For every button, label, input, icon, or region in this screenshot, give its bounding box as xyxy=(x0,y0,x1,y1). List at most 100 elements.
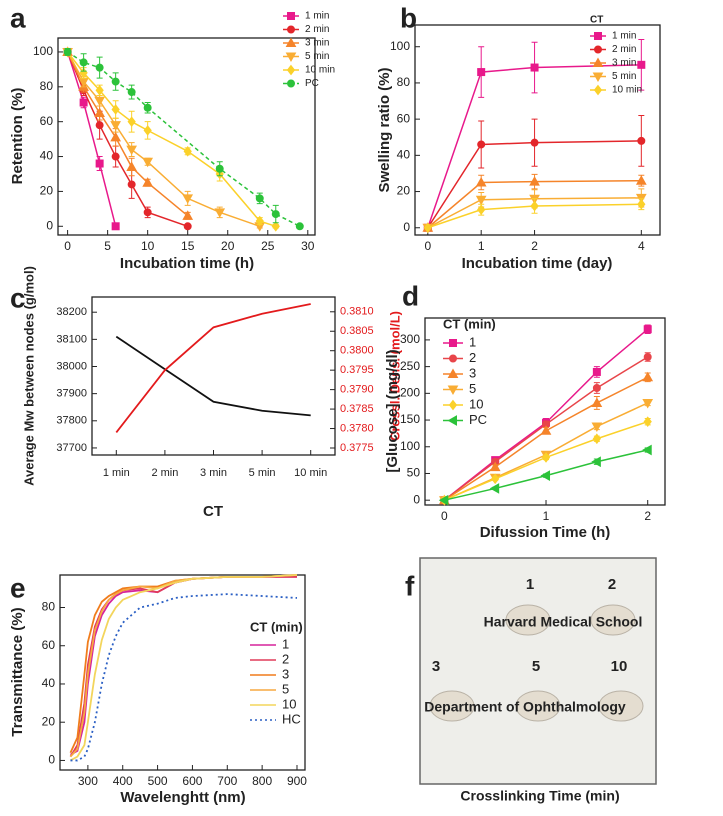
marker xyxy=(491,473,500,485)
legend-label: 10 min xyxy=(305,65,335,76)
legend-label: 2 xyxy=(469,350,476,365)
legend-label: 2 min xyxy=(612,44,636,55)
x-tick-label: 0 xyxy=(441,509,448,523)
marker xyxy=(255,215,264,227)
marker xyxy=(540,470,551,481)
marker xyxy=(540,425,552,435)
y-tick-label: 0 xyxy=(403,220,410,234)
plot-frame xyxy=(91,296,336,456)
y-tick-label: 50 xyxy=(407,466,421,480)
marker xyxy=(111,152,120,161)
photo-text: Harvard Medical School xyxy=(484,614,643,630)
legend-label: 3 xyxy=(469,365,476,380)
series-line xyxy=(69,576,297,758)
legend-label: 5 xyxy=(469,381,476,396)
marker xyxy=(183,146,192,157)
legend-marker xyxy=(447,415,457,426)
legend-label: 5 min xyxy=(305,51,329,62)
y-tick-label: 200 xyxy=(400,386,420,400)
marker xyxy=(541,452,551,463)
y-axis-label: [Glucose] (mg/dl) xyxy=(384,349,401,472)
lens xyxy=(590,604,636,636)
photo-label: 1 xyxy=(526,576,534,593)
marker xyxy=(126,161,138,172)
marker xyxy=(489,461,501,472)
legend-marker xyxy=(287,12,295,20)
y-tick-label: 60 xyxy=(42,638,56,652)
y-tick-label: 37700 xyxy=(56,442,87,454)
y-tick-label: 40 xyxy=(397,148,411,162)
plot-frame xyxy=(424,317,666,506)
marker xyxy=(215,164,224,173)
marker xyxy=(642,398,654,409)
marker xyxy=(530,138,539,147)
legend-label: 10 xyxy=(469,396,483,411)
marker xyxy=(475,176,487,187)
series-line xyxy=(427,64,642,229)
panel-letter: c xyxy=(10,282,26,313)
marker xyxy=(591,456,601,468)
x-tick-label: 2 xyxy=(644,509,651,523)
legend-label: 1 min xyxy=(612,31,636,42)
marker xyxy=(182,194,194,204)
y-tick-label: 37800 xyxy=(56,415,87,427)
lens xyxy=(598,690,644,722)
marker xyxy=(95,63,104,72)
legend-label: 5 xyxy=(282,681,289,696)
legend-marker xyxy=(592,72,604,83)
y-tick-label: 20 xyxy=(42,714,56,728)
marker xyxy=(642,444,652,456)
y-tick-label: 0 xyxy=(48,753,55,767)
plot-frame xyxy=(414,24,661,236)
x-axis-label: CT xyxy=(203,503,223,520)
x-tick-label: 300 xyxy=(78,774,98,788)
marker xyxy=(271,210,280,219)
marker xyxy=(127,180,136,189)
legend-label: 2 xyxy=(282,651,289,666)
y-tick-label: 100 xyxy=(400,439,420,453)
x-tick-label: 25 xyxy=(261,239,275,253)
marker xyxy=(127,88,136,97)
series-line xyxy=(427,197,642,229)
legend-label: 3 xyxy=(282,666,289,681)
legend-title: CT (min) xyxy=(443,316,496,331)
y2-tick-label: 0.3800 xyxy=(340,345,374,357)
legend-marker xyxy=(449,354,457,363)
y-axis-label: Average Mw between nodes (g/mol) xyxy=(21,266,36,486)
marker xyxy=(643,416,652,427)
photo-text: Department of Ophthalmology xyxy=(424,699,626,715)
legend-label: 10 xyxy=(282,696,296,711)
y2-tick-label: 0.3810 xyxy=(340,306,374,318)
panel-letter: e xyxy=(10,572,26,603)
y-tick-label: 40 xyxy=(42,676,56,690)
legend-marker xyxy=(447,368,459,378)
marker xyxy=(635,175,647,185)
x-tick-label: 900 xyxy=(287,774,307,788)
photo-label: 3 xyxy=(432,658,440,675)
legend-marker xyxy=(593,84,603,96)
marker xyxy=(126,145,138,156)
series-line xyxy=(69,574,298,758)
x-axis-label: Difussion Time (h) xyxy=(480,524,611,541)
marker xyxy=(95,159,104,168)
legend-marker xyxy=(449,339,457,347)
y-axis-label: Retention (%) xyxy=(9,88,26,185)
lens xyxy=(429,690,475,722)
marker xyxy=(142,177,154,187)
series-line xyxy=(70,574,298,762)
legend-label: PC xyxy=(305,78,319,89)
x-tick-label: 10 xyxy=(141,239,155,253)
x-tick-label: 600 xyxy=(182,774,202,788)
series-line xyxy=(69,574,298,754)
y-tick-label: 300 xyxy=(400,332,420,346)
y-axis-label: Transmittance (%) xyxy=(9,607,26,736)
y-tick-label: 20 xyxy=(40,184,54,198)
legend-label: 1 xyxy=(282,636,289,651)
legend-label: HC xyxy=(282,711,301,726)
legend-marker xyxy=(592,57,604,67)
x-tick-label: 1 xyxy=(543,509,550,523)
x-tick-label: 400 xyxy=(113,774,133,788)
photo-label: 5 xyxy=(532,658,540,675)
series-line xyxy=(66,51,117,227)
